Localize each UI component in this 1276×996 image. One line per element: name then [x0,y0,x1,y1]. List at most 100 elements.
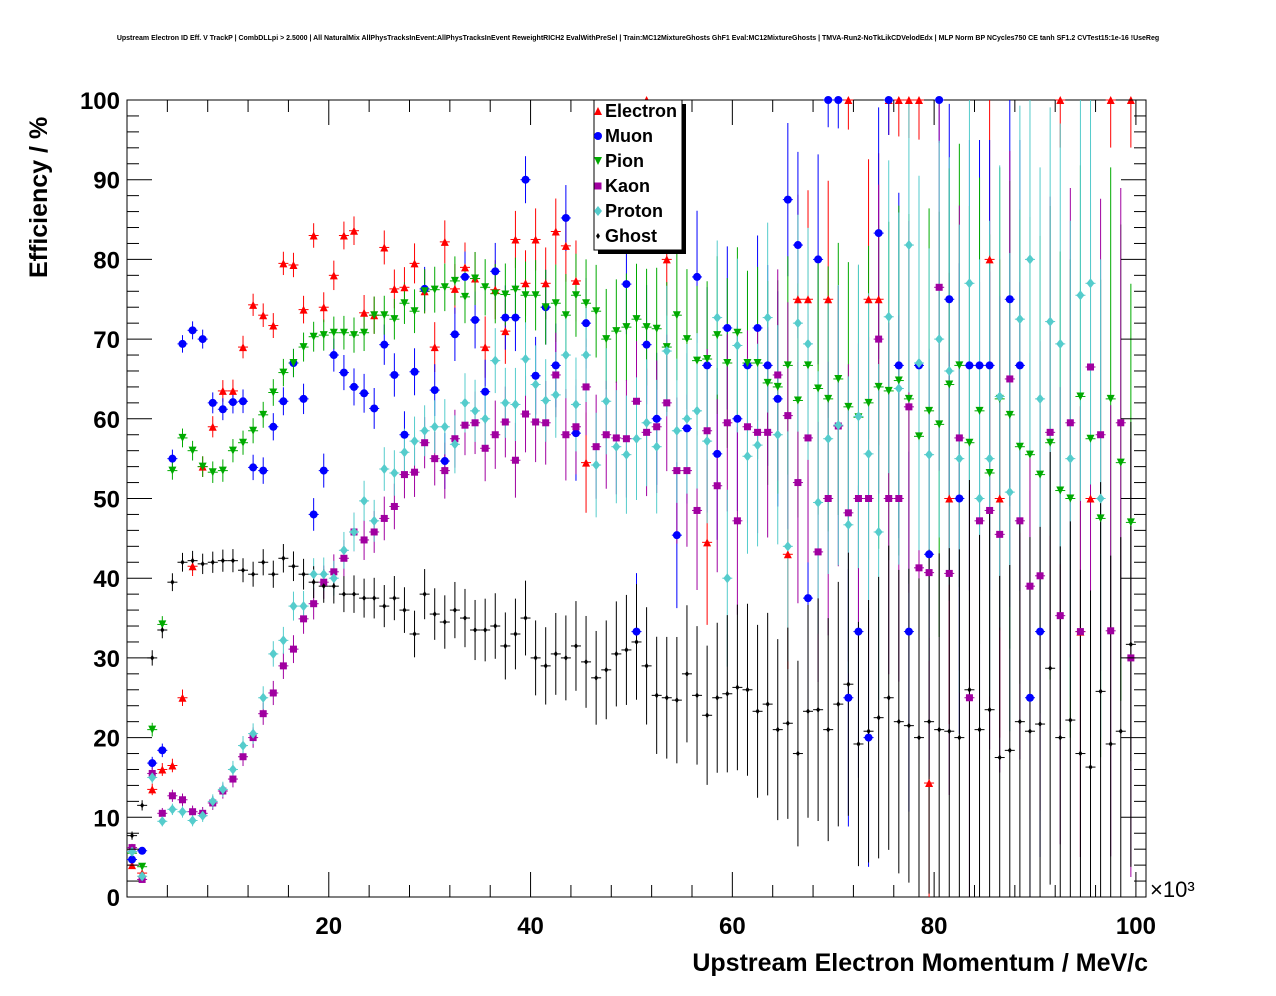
data-point [755,708,760,715]
data-point [1086,278,1095,289]
data-point [814,384,823,393]
data-point [259,311,268,320]
data-point [148,759,157,768]
data-point [420,425,429,436]
data-point [571,291,580,300]
data-point [703,538,712,547]
data-point [239,397,248,406]
data-point [138,871,147,882]
data-point [612,434,620,442]
data-point [723,573,732,584]
data-point [1025,693,1034,702]
data-point [975,406,984,415]
data-point [561,213,570,222]
data-point [310,600,318,608]
data-point [925,569,933,577]
data-point [705,712,710,719]
data-point [430,386,439,395]
data-point [975,361,984,370]
data-point [279,397,288,406]
data-point [763,361,772,370]
data-point [511,399,520,410]
data-point [148,772,157,783]
data-point [321,583,326,590]
data-point [552,371,560,379]
data-point [965,361,974,370]
data-point [473,627,478,634]
data-point [198,462,207,471]
data-point [866,728,871,735]
data-point [239,740,248,751]
data-point [259,692,268,703]
data-point [281,555,286,562]
data-point [360,308,369,317]
data-point [654,692,659,699]
data-point [380,464,389,475]
data-point [884,386,893,395]
data-point [965,694,973,702]
data-point [584,658,589,665]
data-point [1087,363,1095,371]
data-point [531,235,540,244]
data-point [644,662,649,669]
data-point [1036,572,1044,580]
data-point [753,440,762,451]
legend-label: Kaon [605,176,650,196]
data-point [228,398,237,407]
data-point [775,726,780,733]
y-axis-title: Efficiency / % [25,117,53,278]
y-tick-label: 0 [107,885,120,912]
data-point [471,315,480,324]
data-point [501,327,510,336]
data-point [582,319,591,328]
data-point [856,740,861,747]
data-point [370,311,379,320]
data-point [854,495,862,502]
data-point [501,313,510,322]
data-point [836,701,841,708]
data-point [170,579,175,586]
data-point [904,96,913,104]
data-point [450,284,459,293]
data-point [390,467,399,478]
data-point [834,374,843,383]
data-point [491,355,500,366]
data-point [1005,410,1014,419]
data-point [1048,665,1053,672]
data-point [612,441,621,452]
data-point [622,435,630,443]
data-point [854,627,863,636]
data-point [450,439,459,450]
data-point [150,654,155,661]
data-point [390,315,399,324]
data-point [400,471,408,479]
data-point [834,96,843,104]
data-point [380,243,389,252]
data-point [160,627,165,634]
data-point [664,694,669,701]
data-point [663,399,671,407]
y-tick-label: 50 [93,487,120,514]
data-point [390,370,399,379]
data-point [1058,734,1063,741]
data-point [440,237,449,246]
data-point [1056,96,1065,104]
data-point [503,642,508,649]
data-point [905,403,913,411]
data-point [632,627,641,636]
data-point [208,422,217,431]
data-point [442,619,447,626]
data-point [218,466,227,475]
data-point [481,283,490,292]
data-point [430,285,439,294]
data-point [481,413,490,424]
data-point [633,397,640,405]
data-point [370,404,379,413]
data-point [140,802,145,809]
legend-label: Electron [605,101,677,121]
data-point [521,279,530,288]
data-point [824,394,833,403]
data-point [1126,518,1135,527]
data-point [763,378,772,387]
data-point [894,361,903,370]
